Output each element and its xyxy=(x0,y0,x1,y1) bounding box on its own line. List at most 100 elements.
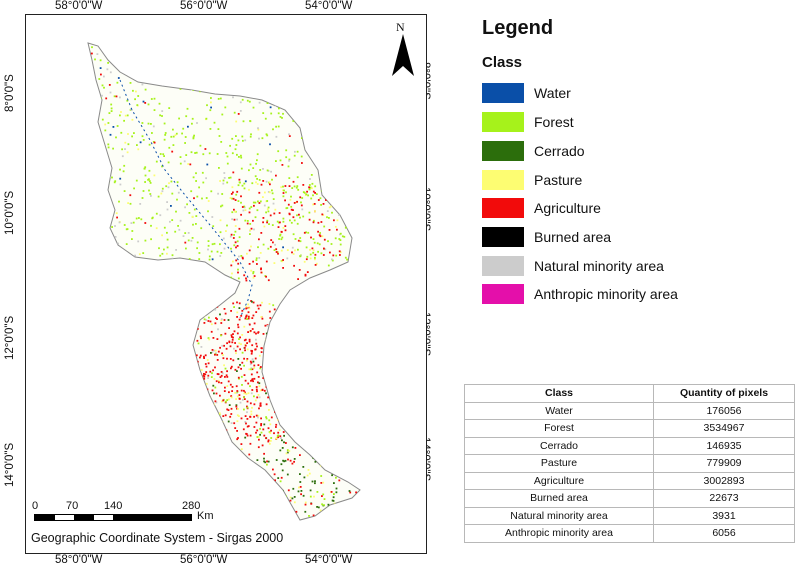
land-cover-pixel xyxy=(231,152,234,155)
land-cover-pixel xyxy=(234,392,237,394)
land-cover-pixel xyxy=(145,49,148,52)
land-cover-pixel xyxy=(292,180,295,183)
land-cover-pixel xyxy=(290,52,292,54)
land-cover-pixel xyxy=(238,62,241,65)
land-cover-pixel xyxy=(279,221,281,224)
land-cover-pixel xyxy=(282,185,284,188)
land-cover-pixel xyxy=(256,263,258,265)
land-cover-pixel xyxy=(171,192,174,195)
land-cover-pixel xyxy=(296,222,299,225)
land-cover-pixel xyxy=(320,482,323,484)
land-cover-pixel xyxy=(279,480,282,483)
land-cover-pixel xyxy=(226,357,228,360)
land-cover-pixel xyxy=(317,221,320,224)
legend-label: Anthropic minority area xyxy=(534,286,678,302)
land-cover-pixel xyxy=(217,328,219,331)
land-cover-pixel xyxy=(112,47,114,49)
land-cover-pixel xyxy=(278,45,281,48)
land-cover-pixel xyxy=(129,259,132,261)
land-cover-pixel xyxy=(99,59,102,62)
table-row: Water 176056 xyxy=(464,401,795,420)
land-cover-pixel xyxy=(252,314,255,317)
land-cover-pixel xyxy=(161,54,163,57)
land-cover-pixel xyxy=(135,179,138,182)
land-cover-pixel xyxy=(247,315,250,318)
land-cover-pixel xyxy=(117,242,119,245)
land-cover-pixel xyxy=(110,107,113,110)
land-cover-pixel xyxy=(101,118,104,121)
land-cover-pixel xyxy=(307,194,309,197)
land-cover-pixel xyxy=(342,138,345,141)
land-cover-pixel xyxy=(209,370,212,373)
land-cover-pixel xyxy=(278,429,281,431)
land-cover-pixel xyxy=(159,214,162,217)
land-cover-pixel xyxy=(248,338,251,341)
land-cover-pixel xyxy=(98,175,101,178)
land-cover-pixel xyxy=(258,257,261,259)
land-cover-pixel xyxy=(258,202,261,204)
land-cover-pixel xyxy=(242,257,244,260)
land-cover-pixel xyxy=(282,395,285,398)
land-cover-pixel xyxy=(252,48,255,51)
land-cover-pixel xyxy=(286,449,289,451)
land-cover-pixel xyxy=(205,177,207,180)
land-cover-pixel xyxy=(304,136,306,139)
land-cover-pixel xyxy=(256,178,258,180)
land-cover-pixel xyxy=(301,438,304,441)
land-cover-pixel xyxy=(257,246,259,249)
land-cover-pixel xyxy=(331,258,333,261)
land-cover-pixel xyxy=(251,350,253,353)
land-cover-pixel xyxy=(263,361,266,364)
land-cover-pixel xyxy=(206,359,209,361)
land-cover-pixel xyxy=(265,180,268,183)
land-cover-pixel xyxy=(212,384,215,387)
land-cover-pixel xyxy=(347,211,350,213)
land-cover-pixel xyxy=(236,316,238,318)
table-cell-quantity: 6056 xyxy=(653,524,795,543)
land-cover-pixel xyxy=(339,466,342,469)
land-cover-pixel xyxy=(250,368,252,371)
land-cover-pixel xyxy=(246,99,249,102)
land-cover-pixel xyxy=(253,377,256,380)
land-cover-pixel xyxy=(247,382,250,385)
land-cover-pixel xyxy=(106,68,109,71)
land-cover-pixel xyxy=(344,226,347,229)
land-cover-pixel xyxy=(103,86,105,89)
land-cover-pixel xyxy=(168,146,171,149)
legend-item: Forest xyxy=(482,112,574,132)
land-cover-pixel xyxy=(270,170,272,173)
land-cover-pixel xyxy=(237,139,240,142)
land-cover-pixel xyxy=(257,331,259,334)
land-cover-pixel xyxy=(208,258,211,261)
land-cover-pixel xyxy=(247,467,249,469)
land-cover-pixel xyxy=(140,218,143,221)
land-cover-pixel xyxy=(263,452,265,455)
land-cover-pixel xyxy=(121,148,123,151)
land-cover-pixel xyxy=(221,193,224,195)
land-cover-pixel xyxy=(291,446,294,449)
land-cover-pixel xyxy=(325,199,327,201)
land-cover-pixel xyxy=(281,386,284,388)
land-cover-pixel xyxy=(126,151,129,154)
land-cover-pixel xyxy=(330,243,333,245)
land-cover-pixel xyxy=(286,451,289,454)
land-cover-pixel xyxy=(145,77,147,80)
land-cover-pixel xyxy=(313,118,316,121)
land-cover-pixel xyxy=(233,111,236,114)
land-cover-pixel xyxy=(201,407,203,410)
land-cover-pixel xyxy=(207,362,210,365)
land-cover-pixel xyxy=(274,208,277,211)
land-cover-pixel xyxy=(311,247,314,250)
land-cover-pixel xyxy=(144,166,147,169)
land-cover-pixel xyxy=(246,318,248,320)
land-cover-pixel xyxy=(235,385,238,388)
land-cover-pixel xyxy=(107,146,110,149)
land-cover-pixel xyxy=(268,303,271,305)
land-cover-pixel xyxy=(273,378,276,381)
land-cover-pixel xyxy=(335,181,337,184)
land-cover-pixel xyxy=(255,481,258,483)
land-cover-pixel xyxy=(338,104,341,107)
land-cover-pixel xyxy=(215,392,218,395)
land-cover-pixel xyxy=(172,77,174,80)
land-cover-pixel xyxy=(314,66,317,68)
